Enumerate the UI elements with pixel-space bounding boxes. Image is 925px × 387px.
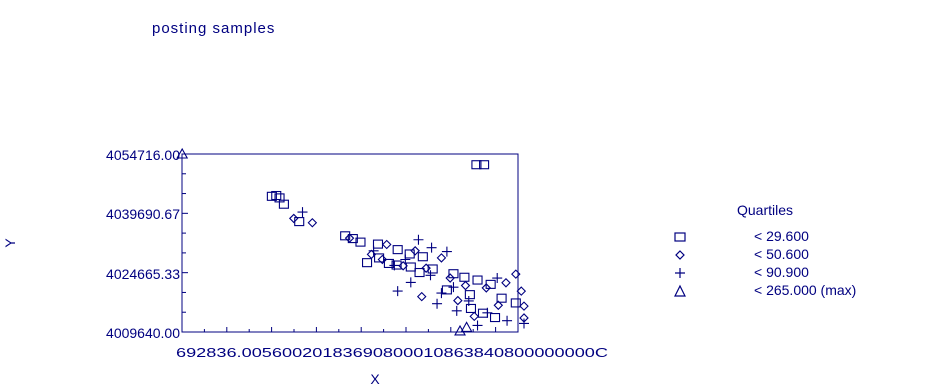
square-data-point <box>464 290 475 300</box>
triangle-data-point <box>460 321 473 332</box>
square-data-point <box>465 303 477 314</box>
plus-data-point <box>297 207 308 218</box>
square-data-point <box>271 190 282 201</box>
plus-data-point <box>368 245 379 256</box>
plus-data-point <box>400 254 411 265</box>
diamond-data-point <box>516 286 527 296</box>
plus-data-point <box>441 246 452 257</box>
square-marker-icon <box>674 232 686 242</box>
plus-data-point <box>432 298 443 309</box>
square-data-point <box>472 275 483 285</box>
diamond-data-point <box>453 295 463 306</box>
data-points <box>176 147 529 336</box>
plus-data-point <box>472 320 483 331</box>
square-data-point <box>404 249 415 259</box>
diamond-data-point <box>481 283 492 293</box>
plus-data-point <box>451 305 462 316</box>
plus-data-point <box>405 277 416 288</box>
plus-data-point <box>502 315 513 326</box>
diamond-data-point <box>469 311 480 322</box>
x-axis-label: X <box>370 371 380 387</box>
diamond-data-point <box>381 239 392 250</box>
triangle-marker-icon <box>674 284 686 297</box>
diamond-data-point <box>511 269 521 279</box>
triangle-data-point <box>454 324 466 336</box>
square-data-point <box>294 217 305 227</box>
y-tick-label-2: 4039690.67 <box>106 206 180 222</box>
axis-ticks <box>181 153 519 333</box>
diamond-data-point <box>493 300 504 311</box>
diamond-data-point <box>436 253 447 263</box>
diamond-data-point <box>416 291 427 302</box>
square-data-point <box>485 279 496 289</box>
legend-label-plus: < 90.900 <box>754 264 809 280</box>
square-data-point <box>361 258 373 268</box>
square-data-point <box>441 285 452 295</box>
plus-data-point <box>448 282 459 293</box>
square-data-point <box>392 245 403 255</box>
square-data-point <box>405 262 416 272</box>
diamond-data-point <box>501 278 511 288</box>
y-tick-label-1: 4024665.33 <box>106 266 180 282</box>
legend-label-triangle: < 265.000 (max) <box>754 282 857 298</box>
plus-data-point <box>389 260 400 271</box>
plus-marker-icon <box>675 268 685 278</box>
diamond-data-point <box>288 213 299 224</box>
square-data-point <box>278 199 289 209</box>
square-data-point <box>496 293 507 303</box>
y-tick-label-3: 4054716.00 <box>106 147 180 163</box>
square-data-point <box>372 239 384 249</box>
square-data-point <box>414 267 425 278</box>
y-tick-label-0: 4009640.00 <box>106 325 180 341</box>
triangle-data-point <box>176 147 189 159</box>
square-data-point <box>355 237 366 247</box>
diamond-data-point <box>421 263 431 273</box>
diamond-data-point <box>307 217 318 228</box>
square-data-point <box>471 160 482 170</box>
square-data-point <box>340 231 351 241</box>
square-data-point <box>383 258 394 268</box>
square-data-point <box>427 264 438 274</box>
diamond-data-point <box>410 246 420 256</box>
legend-label-square: < 29.600 <box>754 228 809 244</box>
plus-data-point <box>426 242 437 253</box>
plot-frame <box>181 153 519 333</box>
square-data-point <box>459 272 470 282</box>
plus-data-point <box>492 273 503 284</box>
x-tick-labels: 692836.005600201836908000108638408000000… <box>176 345 608 360</box>
plus-data-point <box>425 270 436 281</box>
square-data-point <box>479 160 490 170</box>
plus-data-point <box>463 295 474 306</box>
plus-data-point <box>436 288 447 299</box>
diamond-marker-icon <box>675 250 685 260</box>
legend-label-diamond: < 50.600 <box>754 246 809 262</box>
square-data-point <box>489 312 501 323</box>
plus-data-point <box>413 234 424 245</box>
square-data-point <box>510 298 521 308</box>
square-data-point <box>417 252 428 262</box>
plus-data-point <box>392 286 403 297</box>
plus-data-point <box>482 307 493 318</box>
square-data-point <box>374 253 385 263</box>
chart-title: posting samples <box>152 20 276 37</box>
diamond-data-point <box>445 273 455 283</box>
plus-data-point <box>519 318 529 329</box>
diamond-data-point <box>519 301 529 311</box>
diamond-data-point <box>460 280 471 291</box>
diamond-data-point <box>377 254 388 265</box>
diamond-data-point <box>344 233 355 243</box>
y-axis-label: Y <box>2 238 18 248</box>
legend-title: Quartiles <box>737 202 794 218</box>
